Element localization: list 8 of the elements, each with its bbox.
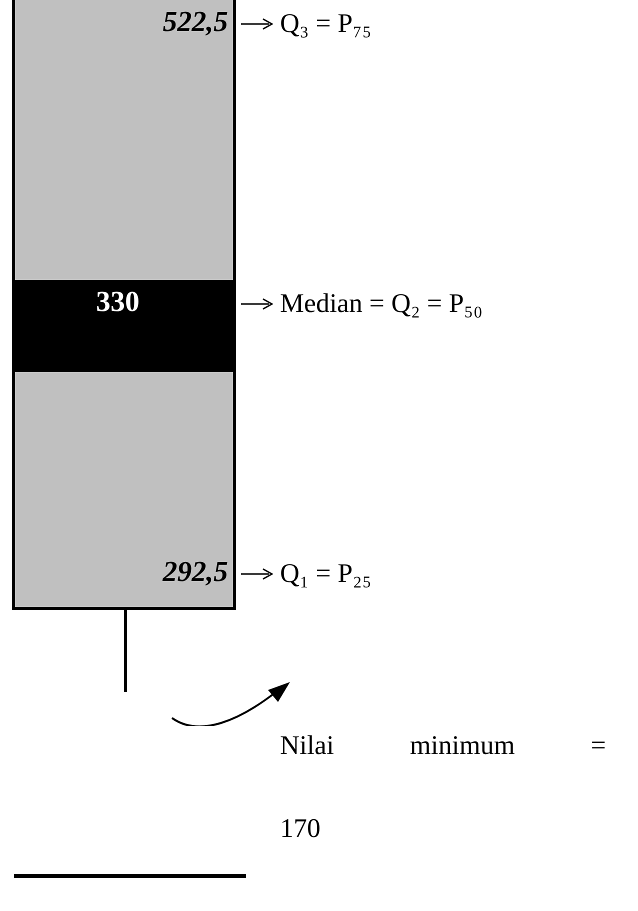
category-label: Median = Q₂ = P₅₀: [280, 288, 483, 318]
data-label: 330: [96, 286, 140, 318]
category-label: Nilai minimum =: [280, 730, 606, 760]
data-label: 170: [280, 813, 320, 843]
category-label: Q₁ = P₂₅: [280, 558, 372, 588]
data-label: 522,5: [162, 6, 228, 38]
category-label: Q₃ = P₇₅: [280, 8, 372, 38]
data-label: 292,5: [162, 556, 228, 588]
